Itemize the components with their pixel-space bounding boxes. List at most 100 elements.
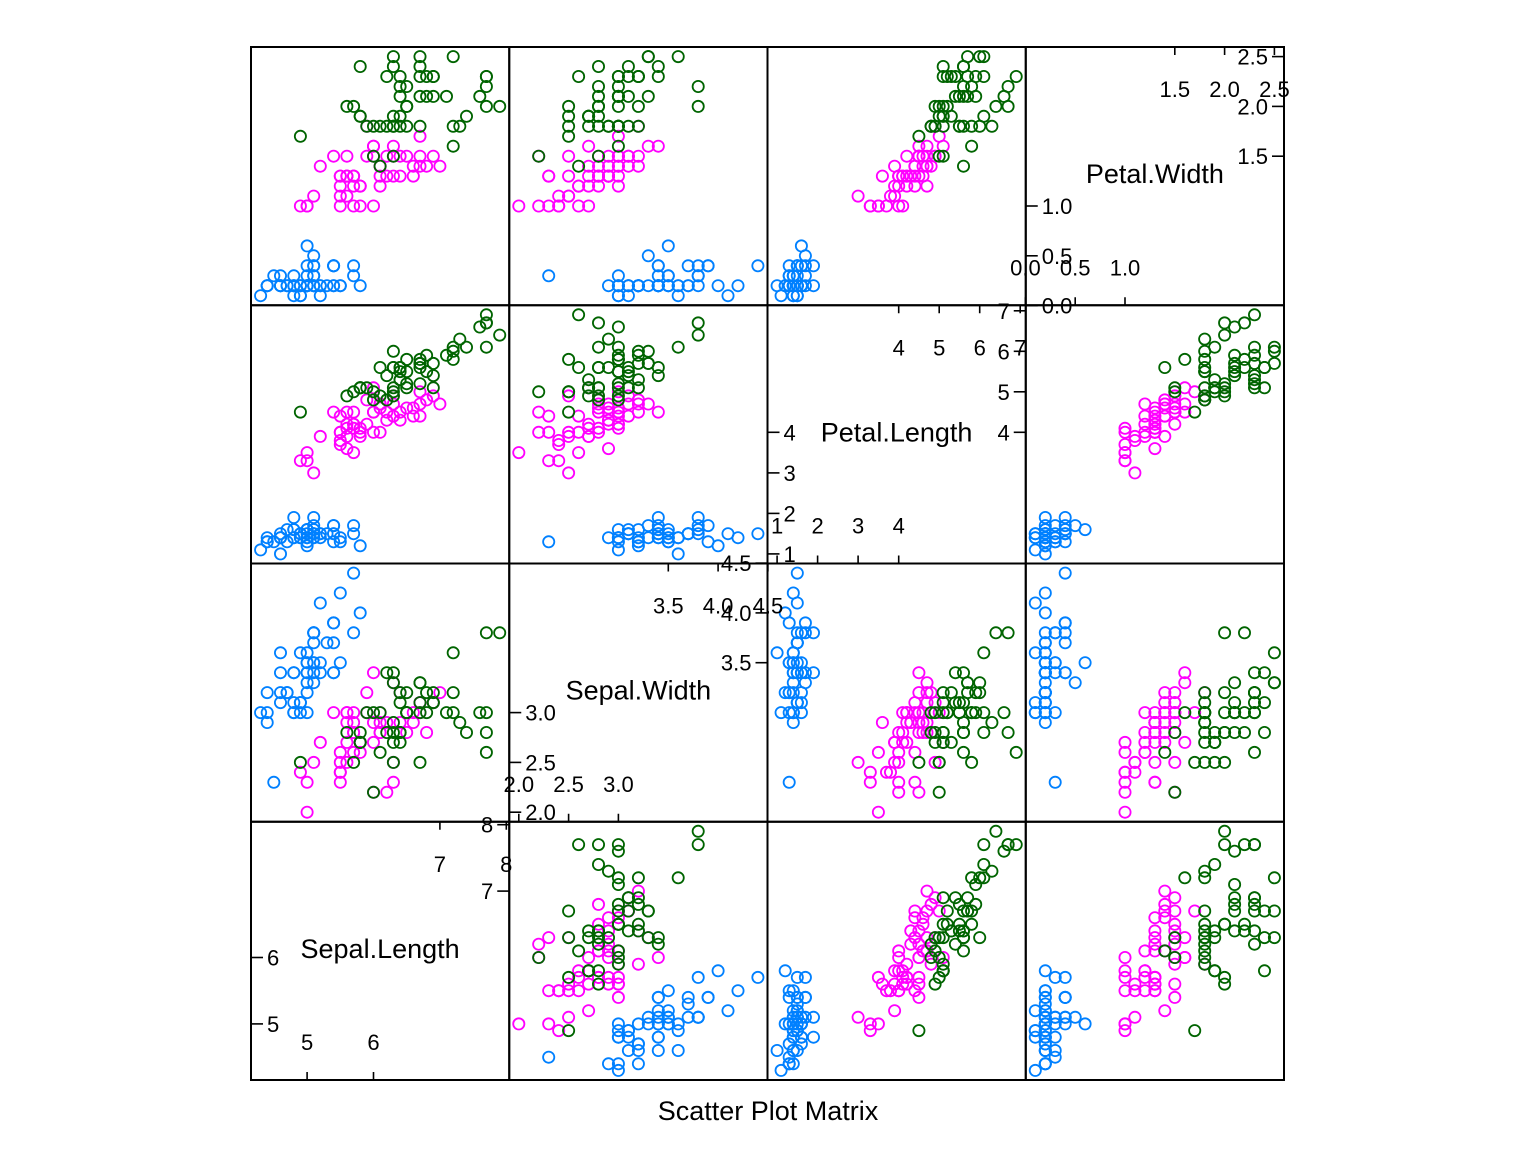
scatter-point [532,199,546,213]
scatter-point [1248,838,1262,852]
scatter-point [532,937,546,951]
scatter-point [366,405,380,419]
tick-label: 7 [481,879,493,904]
scatter-point [347,527,361,541]
scatter-point [1178,871,1192,885]
scatter-point [912,990,926,1004]
scatter-point [957,696,971,710]
tick-label: 4 [784,420,796,445]
scatter-point [611,957,625,971]
scatter-point [1158,911,1172,925]
scatter-point [1118,765,1132,779]
scatter-point [347,626,361,640]
scatter-point [611,904,625,918]
scatter-point [313,159,327,173]
scatter-point [969,706,983,720]
scatter-point [1078,523,1092,537]
scatter-point [333,586,347,600]
scatter-point [1248,686,1262,700]
scatter-point [572,159,586,173]
tick-label: 5 [998,380,1010,405]
scatter-point [300,535,314,549]
scatter-point [280,523,294,537]
tick-label: 7 [434,852,446,877]
scatter-point [582,373,596,387]
scatter-point [582,159,596,173]
scatter-point [333,189,347,203]
scatter-point [347,169,361,183]
scatter-point [631,917,645,931]
scatter-point [611,377,625,391]
scatter-point [582,381,596,395]
scatter-point [1238,360,1252,374]
tick-label: 2.5 [1259,77,1290,102]
scatter-point [875,977,889,991]
scatter-point [920,884,934,898]
scatter-point [641,1010,655,1024]
tick-label: 2 [784,501,796,526]
scatter-point [542,1050,556,1064]
scatter-point [1148,726,1162,740]
scatter-point [327,519,341,533]
scatter-point [602,413,616,427]
scatter-point [997,706,1011,720]
scatter-point [611,89,625,103]
scatter-point [794,1010,808,1024]
scatter-point [1048,706,1062,720]
scatter-point [446,50,460,64]
scatter-point [1038,716,1052,730]
scatter-point [782,984,796,998]
scatter-point [300,656,314,670]
scatter-point [562,189,576,203]
scatter-point [420,159,434,173]
scatter-point [611,1030,625,1044]
scatter-point [1198,393,1212,407]
scatter-point [542,1017,556,1031]
scatter-point [366,381,380,395]
scatter-point [691,824,705,838]
scatter-point [1038,586,1052,600]
scatter-point [320,636,334,650]
scatter-point [977,646,991,660]
scatter-point [433,159,447,173]
scatter-point [611,279,625,293]
panel-1-0 [250,562,511,823]
scatter-point [1148,735,1162,749]
scatter-point [896,977,910,991]
panel-3-1 [508,46,769,307]
scatter-point [631,1057,645,1071]
scatter-point [1228,726,1242,740]
scatter-point [1218,970,1232,984]
scatter-point [1038,656,1052,670]
scatter-point [446,340,460,354]
tick-label: 2.5 [1237,45,1268,70]
scatter-point [393,365,407,379]
scatter-point [479,626,493,640]
scatter-point [1168,990,1182,1004]
scatter-point [532,385,546,399]
scatter-point [948,70,962,84]
scatter-point [1158,706,1172,720]
scatter-point [532,425,546,439]
scatter-point [1158,1004,1172,1018]
scatter-point [1218,316,1232,330]
scatter-point [1238,838,1252,852]
scatter-point [393,169,407,183]
scatter-point [1168,755,1182,769]
scatter-point [406,159,420,173]
scatter-point [479,340,493,354]
scatter-point [611,70,625,84]
scatter-point [1218,824,1232,838]
scatter-point [340,726,354,740]
scatter-point [592,397,606,411]
scatter-point [1238,726,1252,740]
scatter-point [400,149,414,163]
scatter-point [631,539,645,553]
variable-label: Petal.Length [821,418,973,448]
scatter-point [1258,931,1272,945]
scatter-point [360,393,374,407]
scatter-point [641,279,655,293]
scatter-point [920,904,934,918]
scatter-point [912,139,926,153]
scatter-point [307,527,321,541]
